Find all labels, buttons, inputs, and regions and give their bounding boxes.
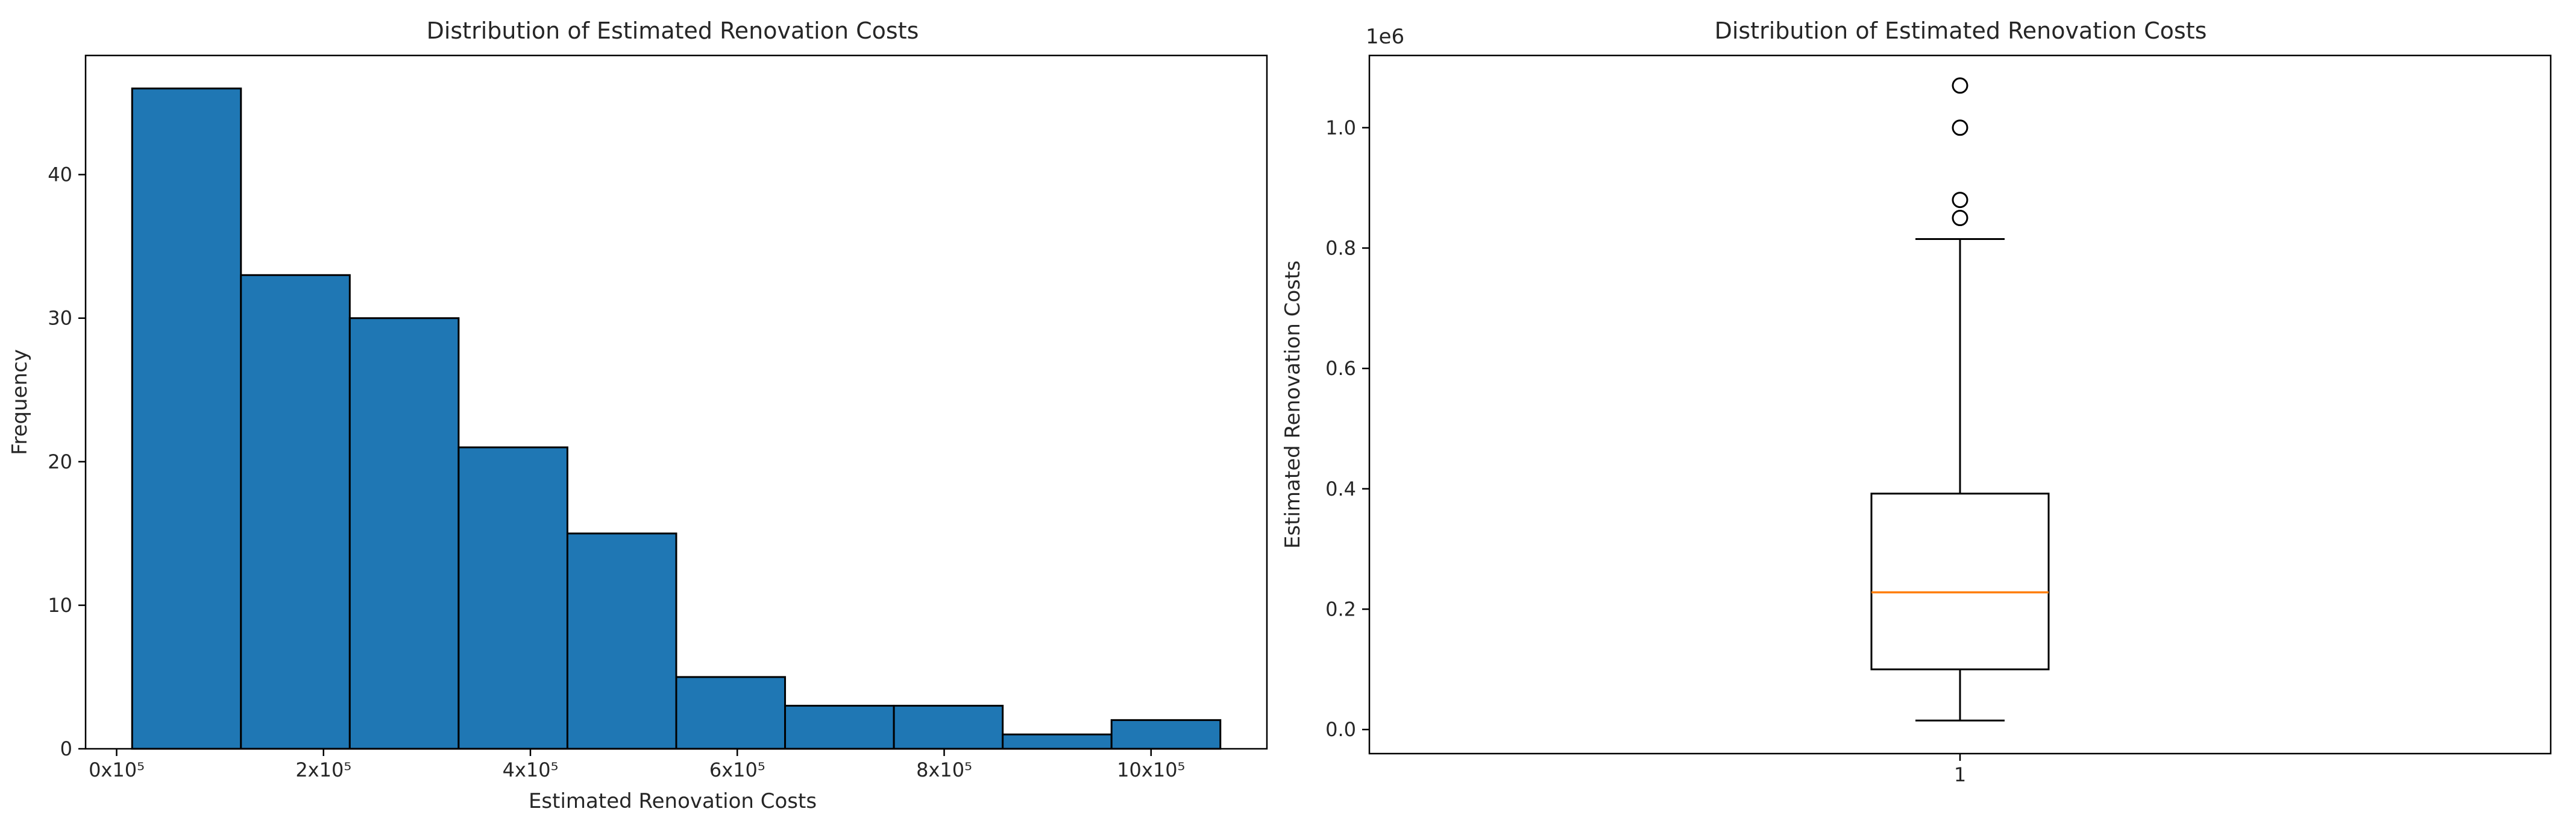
- histogram-bar: [893, 705, 1004, 750]
- boxplot-title: Distribution of Estimated Renovation Cos…: [1715, 17, 2207, 44]
- histogram-x-tick-label: 10x10⁵: [1117, 758, 1185, 781]
- boxplot-x-ticks: 1: [1954, 754, 1966, 786]
- histogram-bar: [1110, 719, 1222, 750]
- histogram-x-axis-label: Estimated Renovation Costs: [529, 789, 817, 813]
- boxplot-outlier: [1952, 77, 1968, 94]
- histogram-bar: [457, 446, 568, 750]
- boxplot-y-tick-label: 0.2: [1325, 597, 1356, 620]
- histogram-panel: Distribution of Estimated Renovation Cos…: [8, 17, 1268, 813]
- histogram-bar: [1002, 733, 1113, 750]
- histogram-y-tick-label: 10: [48, 594, 72, 617]
- histogram-x-tick-label: 2x10⁵: [295, 758, 351, 781]
- histogram-bar: [784, 705, 895, 750]
- boxplot-box: [1870, 493, 2050, 670]
- boxplot-outlier: [1952, 119, 1968, 136]
- histogram-y-tick-label: 20: [48, 450, 72, 473]
- boxplot-y-tick-label: 0.6: [1325, 357, 1356, 380]
- boxplot-marks: [1870, 77, 2050, 722]
- boxplot-y-ticks: 0.0 0.2 0.4 0.6 0.8 1.0: [1325, 116, 1369, 741]
- boxplot-y-axis-label: Estimated Renovation Costs: [1281, 260, 1305, 549]
- histogram-y-tick-label: 0: [60, 737, 72, 760]
- boxplot-outlier: [1952, 210, 1968, 227]
- histogram-x-tick-label: 4x10⁵: [503, 758, 559, 781]
- histogram-y-axis-label: Frequency: [8, 349, 32, 455]
- boxplot-x-tick-label: 1: [1954, 763, 1966, 786]
- histogram-bar: [675, 676, 787, 750]
- histogram-x-tick-label: 0x10⁵: [89, 758, 145, 781]
- histogram-bars: [131, 87, 1222, 750]
- histogram-y-tick-label: 30: [48, 307, 72, 330]
- histogram-x-ticks: 0x10⁵ 2x10⁵ 4x10⁵ 6x10⁵ 8x10⁵ 10x10⁵: [89, 749, 1185, 781]
- boxplot-y-tick-label: 0.4: [1325, 477, 1356, 500]
- histogram-x-tick-label: 8x10⁵: [916, 758, 972, 781]
- boxplot-panel: Distribution of Estimated Renovation Cos…: [1281, 17, 2552, 786]
- histogram-bar: [240, 274, 351, 750]
- histogram-plot-area: [84, 54, 1268, 750]
- histogram-bar: [131, 87, 242, 750]
- histogram-y-tick-label: 40: [48, 163, 72, 186]
- boxplot-y-tick-label: 0.8: [1325, 236, 1356, 259]
- boxplot-outlier: [1952, 192, 1968, 209]
- histogram-y-ticks: 0 10 20 30 40: [48, 163, 86, 760]
- histogram-bar: [348, 317, 460, 750]
- histogram-title: Distribution of Estimated Renovation Cos…: [427, 17, 919, 44]
- boxplot-offset-text: 1e6: [1366, 25, 1404, 49]
- boxplot-y-tick-label: 1.0: [1325, 116, 1356, 139]
- histogram-bar: [566, 532, 677, 750]
- boxplot-y-tick-label: 0.0: [1325, 718, 1356, 741]
- histogram-x-tick-label: 6x10⁵: [709, 758, 765, 781]
